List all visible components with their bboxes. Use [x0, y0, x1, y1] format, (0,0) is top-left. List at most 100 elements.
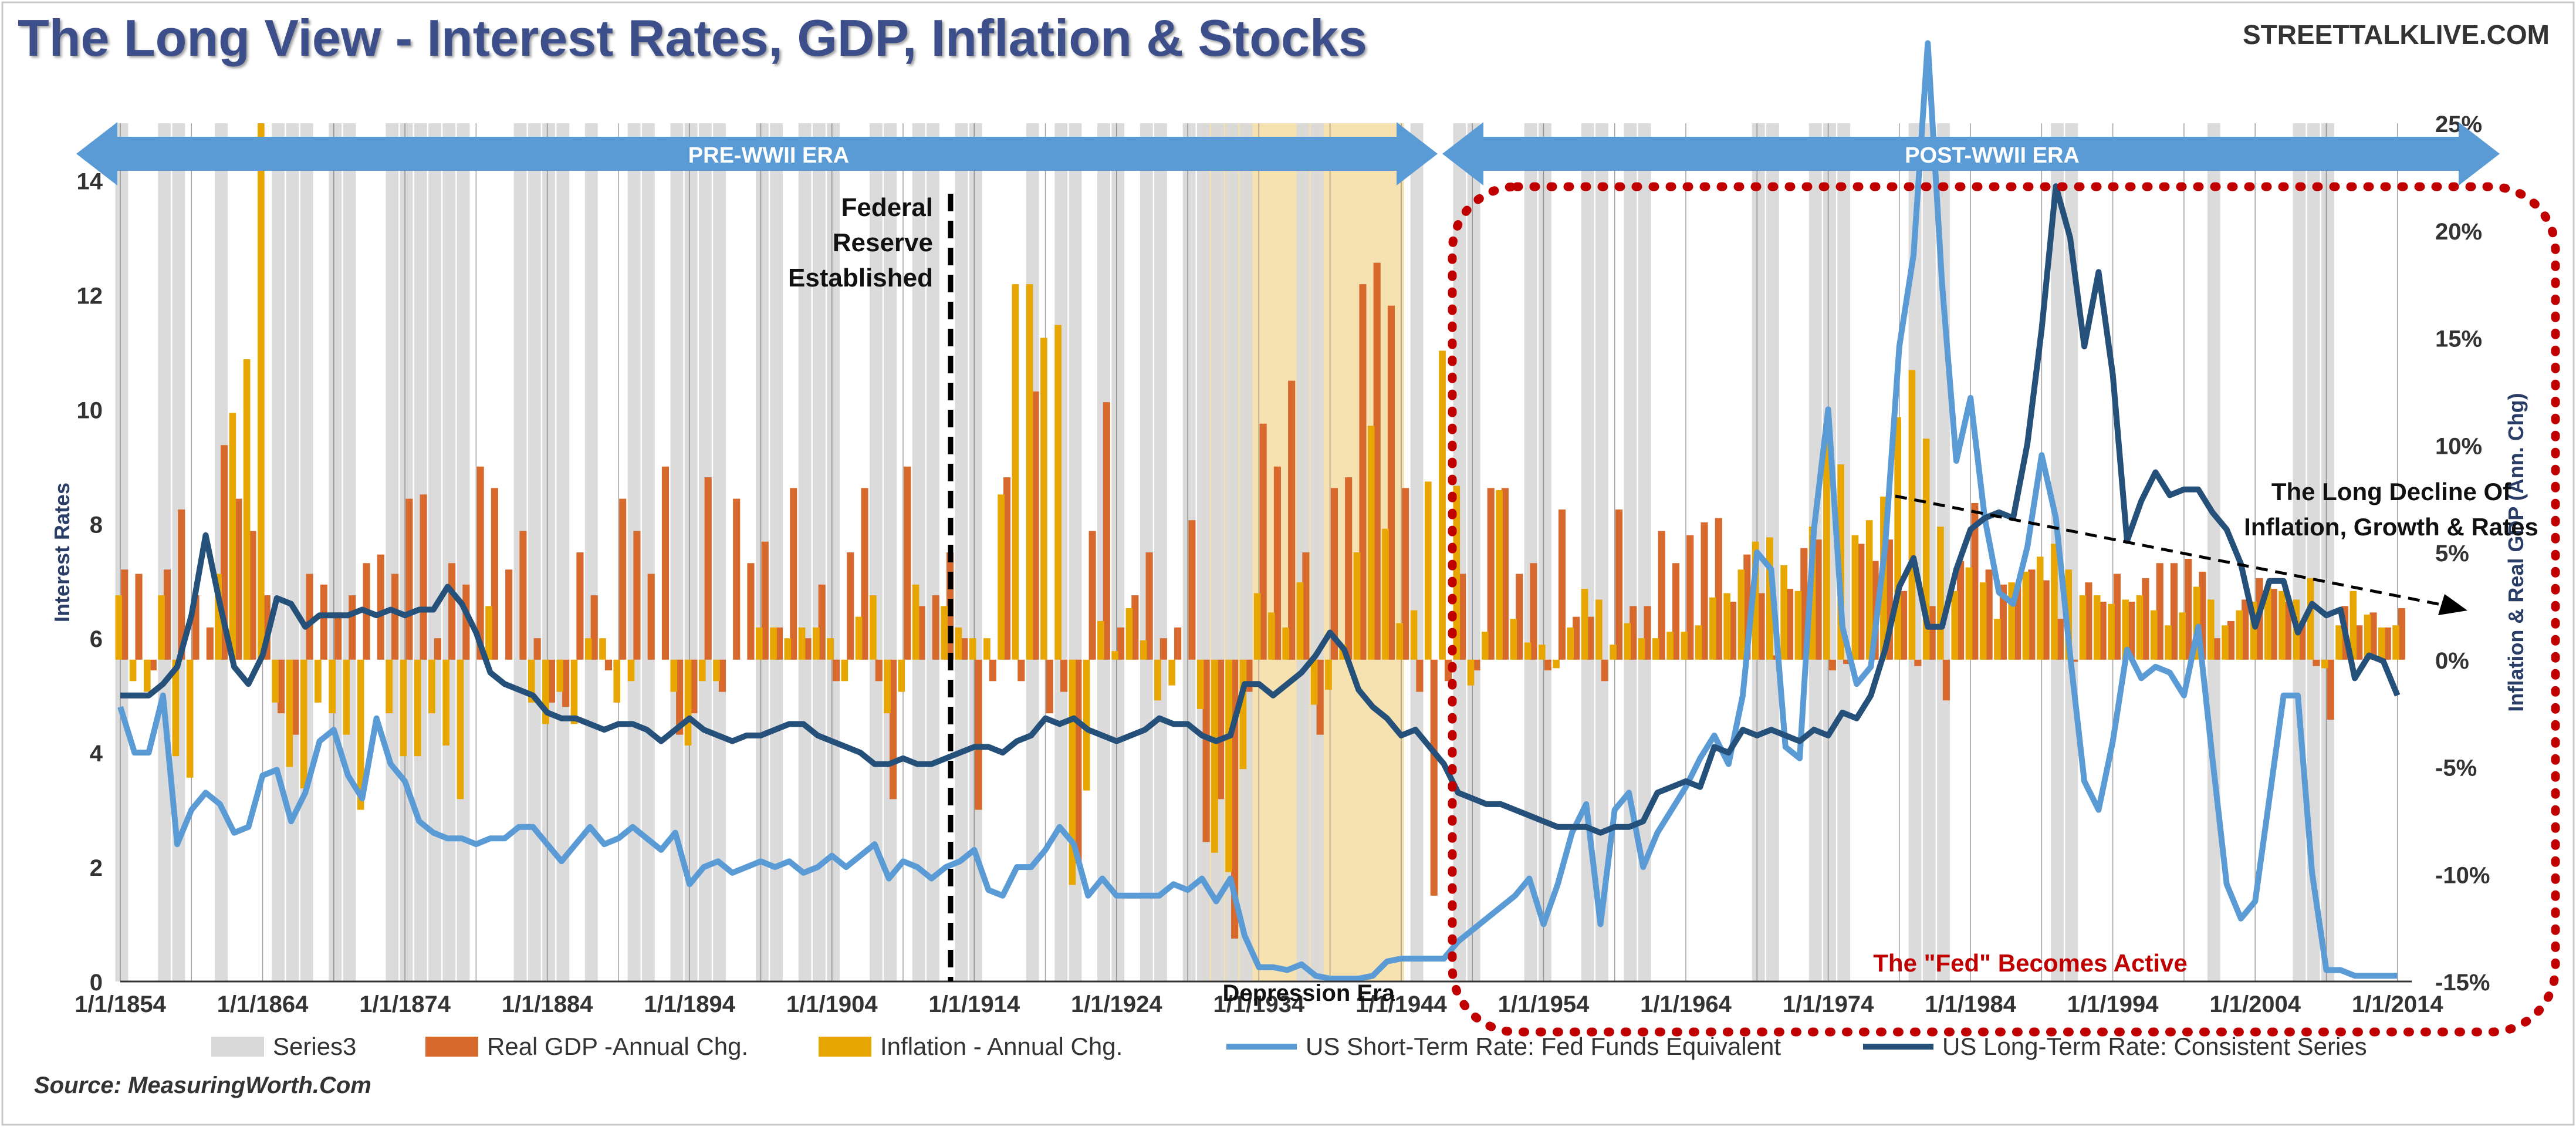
gdp-bar	[661, 466, 670, 660]
recession-band	[2065, 123, 2078, 981]
inflation-bar	[215, 574, 222, 660]
gdp-bar	[775, 627, 783, 660]
recession-band	[1154, 123, 1167, 981]
fed-active-box	[1448, 182, 2560, 1037]
recession-band	[584, 123, 598, 981]
gdp-bar	[349, 595, 356, 660]
gdp-bar	[1587, 616, 1594, 660]
inflation-bar	[1752, 541, 1759, 660]
gdp-bar	[1672, 563, 1680, 660]
inflation-bar	[2122, 599, 2129, 660]
inflation-bar	[1979, 582, 1987, 660]
gdp-bar	[1828, 659, 1836, 671]
inflation-bar	[1965, 567, 1973, 660]
gdp-bar	[604, 659, 612, 671]
inflation-bar	[1239, 659, 1247, 770]
gdp-bar	[1473, 659, 1480, 671]
inflation-bar	[442, 659, 450, 746]
inflation-bar	[2278, 591, 2286, 660]
gdp-bar	[1402, 488, 1409, 660]
legend-label: Real GDP -Annual Chg.	[487, 1033, 748, 1060]
gdp-bar	[533, 638, 541, 660]
legend-label: US Short-Term Rate: Fed Funds Equivalent	[1306, 1033, 1781, 1060]
recession-band	[1538, 123, 1551, 981]
inflation-bar	[1894, 417, 1901, 660]
inflation-bar	[1937, 527, 1944, 660]
inflation-bar	[1396, 623, 1404, 660]
recession-band	[329, 123, 342, 981]
inflation-bar	[1211, 659, 1218, 853]
gdp-bar	[1216, 659, 1224, 800]
axes-layer: 02468101214-15%-10%-5%0%5%10%15%20%25%1/…	[50, 112, 2528, 1017]
inflation-bar	[1125, 608, 1133, 660]
left-tick-label: 8	[90, 512, 103, 538]
inflation-bar	[300, 659, 307, 789]
inflation-bar	[528, 659, 535, 703]
lines-layer	[117, 40, 2401, 982]
gdp-bar	[1288, 380, 1296, 660]
right-tick-label: -5%	[2435, 755, 2477, 781]
inflation-bar	[1282, 627, 1290, 660]
inflation-bar	[1097, 620, 1104, 660]
inflation-bar	[1780, 565, 1787, 660]
gdp-bar	[2085, 582, 2092, 660]
inflation-bar	[158, 595, 165, 660]
gdp-bar	[1074, 659, 1082, 863]
inflation-bar	[229, 413, 236, 660]
gdp-bar	[576, 552, 584, 660]
long-decline-label: Inflation, Growth & Rates	[2244, 513, 2538, 541]
inflation-bar	[1922, 438, 1930, 660]
inflation-bar	[1823, 423, 1830, 660]
gdp-bar	[2227, 620, 2235, 660]
inflation-bar	[898, 659, 905, 692]
gdp-bar	[2355, 625, 2363, 660]
gdp-bar	[1088, 531, 1096, 660]
recession-band	[2293, 123, 2306, 981]
recession-band	[2307, 123, 2320, 981]
right-tick-label: 15%	[2435, 326, 2482, 352]
gdp-bar	[206, 627, 214, 660]
gdp-bar	[832, 659, 840, 682]
inflation-bar	[770, 627, 777, 660]
gdp-bar	[975, 659, 982, 810]
x-tick-label: 1/1/1924	[1071, 991, 1162, 1017]
inflation-bar	[1510, 619, 1517, 660]
inflation-bar	[2093, 595, 2101, 660]
gdp-bar	[1302, 552, 1310, 660]
x-tick-label: 1/1/1984	[1925, 991, 2016, 1017]
recession-band	[1581, 123, 1594, 981]
gdp-bar	[1544, 659, 1551, 671]
inflation-bar	[357, 659, 364, 810]
inflation-bar	[1040, 338, 1047, 660]
gdp-bar	[2113, 574, 2121, 660]
gdp-bar	[818, 584, 826, 660]
recession-band	[1467, 123, 1480, 981]
gdp-bar	[1046, 659, 1053, 714]
inflation-bar	[2349, 591, 2357, 660]
inflation-bar	[144, 659, 151, 692]
inflation-bar	[243, 359, 251, 660]
gdp-bar	[1003, 477, 1011, 660]
gdp-bar	[391, 574, 399, 660]
inflation-bar	[1069, 659, 1076, 885]
gdp-bar	[278, 659, 285, 714]
gdp-bar	[989, 659, 996, 682]
gdp-bar	[377, 554, 384, 660]
gdp-bar	[2369, 612, 2377, 660]
gdp-bar	[2313, 659, 2320, 666]
gdp-bar	[1914, 659, 1922, 666]
inflation-bar	[798, 627, 806, 660]
recession-band	[827, 123, 840, 981]
inflation-bar	[870, 595, 877, 660]
gdp-bar	[178, 509, 185, 660]
long-decline-label: The Long Decline Of	[2271, 478, 2511, 505]
inflation-bar	[542, 659, 549, 724]
left-tick-label: 14	[77, 168, 103, 194]
inflation-bar	[1367, 426, 1375, 660]
gdp-bar	[135, 574, 143, 660]
inflation-bar	[2193, 586, 2200, 660]
gdp-bar	[1145, 552, 1153, 660]
x-tick-label: 1/1/1934	[1213, 991, 1305, 1017]
inflation-bar	[343, 659, 350, 735]
